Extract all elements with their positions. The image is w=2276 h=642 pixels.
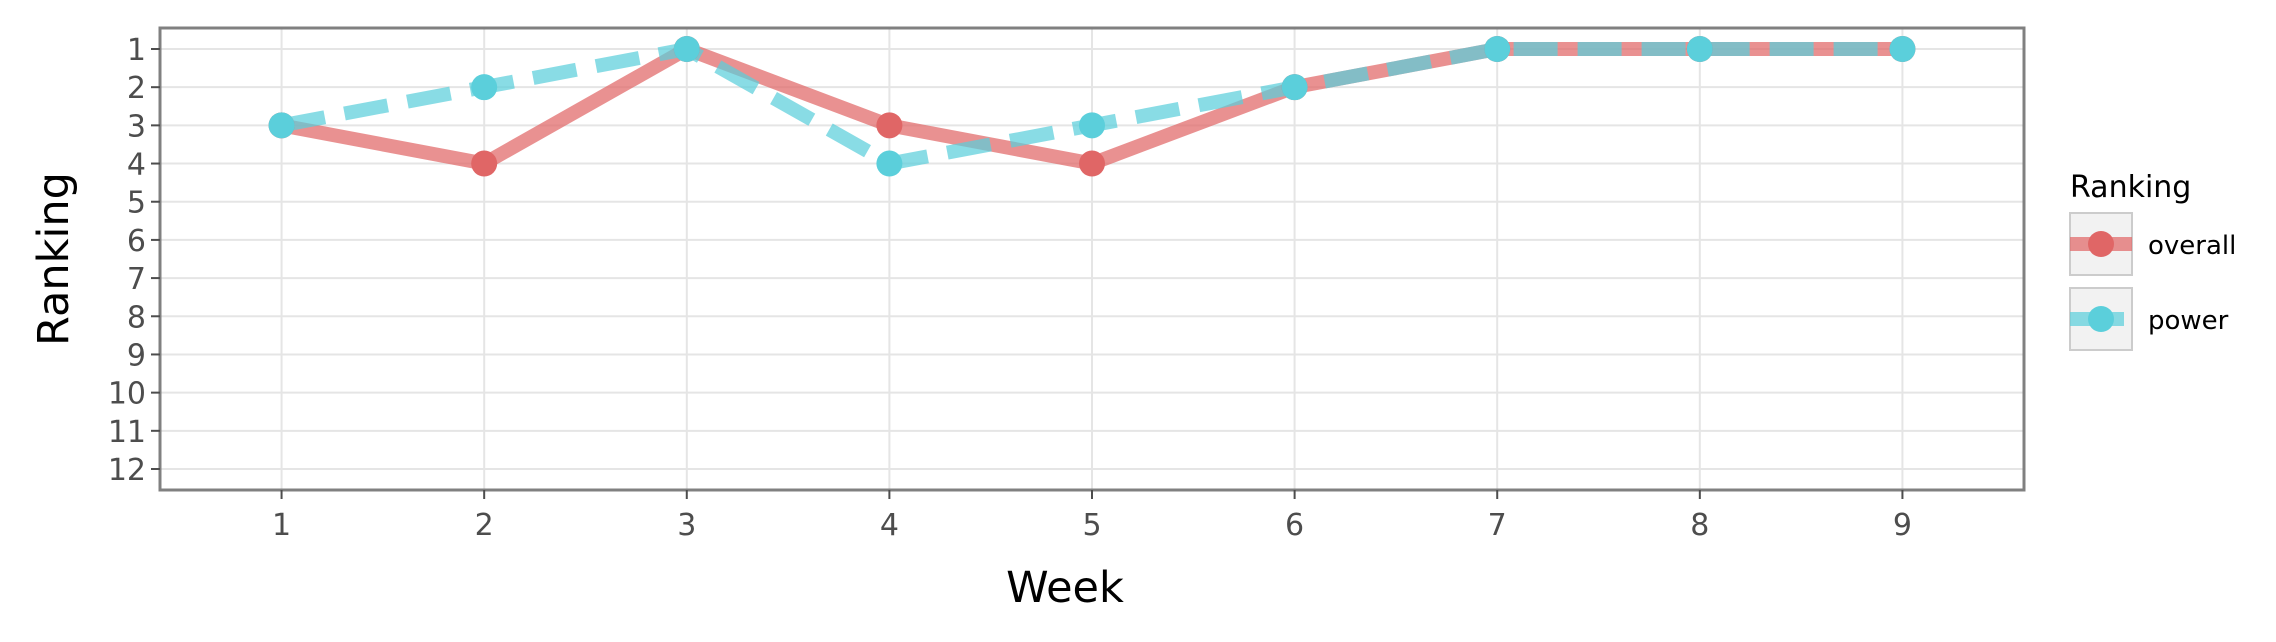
x-tick-label: 9 xyxy=(1893,508,1912,543)
data-point-power xyxy=(673,36,700,62)
legend-key-point-power xyxy=(2088,306,2114,332)
x-axis-title: Week xyxy=(1006,563,1124,613)
data-point-power xyxy=(876,150,903,177)
data-point-power xyxy=(1079,112,1105,139)
data-point-overall xyxy=(876,112,903,139)
series-points xyxy=(268,36,1916,177)
legend-title: Ranking xyxy=(2070,170,2191,205)
x-tick-label: 1 xyxy=(272,508,291,543)
x-tick-label: 4 xyxy=(880,508,899,543)
x-tick-label: 6 xyxy=(1285,508,1304,543)
x-tick-label: 8 xyxy=(1690,508,1709,543)
y-tick-label: 9 xyxy=(127,338,146,373)
data-point-power xyxy=(1686,36,1713,62)
y-tick-label: 7 xyxy=(127,262,146,297)
y-tick-label: 1 xyxy=(127,33,146,68)
legend-key-point-overall xyxy=(2088,231,2114,257)
y-tick-label: 3 xyxy=(127,109,146,144)
data-point-power xyxy=(471,74,498,101)
data-point-power xyxy=(1484,36,1511,62)
y-tick-label: 11 xyxy=(108,415,146,450)
y-axis-title: Ranking xyxy=(29,172,79,346)
legend-label-power: power xyxy=(2148,306,2229,336)
y-tick-label: 4 xyxy=(127,148,146,183)
x-tick-label: 3 xyxy=(677,508,696,543)
legend-label-overall: overall xyxy=(2148,231,2236,261)
x-tick-label: 7 xyxy=(1488,508,1507,543)
y-tick-label: 10 xyxy=(108,377,146,412)
legend: Ranking overall power xyxy=(2069,170,2236,351)
y-tick-label: 2 xyxy=(127,71,146,106)
y-tick-label: 12 xyxy=(108,453,146,488)
data-point-power xyxy=(268,112,295,139)
y-tick-label: 6 xyxy=(127,224,146,259)
data-point-overall xyxy=(1079,150,1105,177)
data-point-power xyxy=(1281,74,1308,101)
y-tick-label: 5 xyxy=(127,186,146,221)
y-tick-label: 8 xyxy=(127,300,146,335)
data-point-overall xyxy=(471,150,498,177)
data-point-power xyxy=(1889,36,1916,62)
x-axis-ticks: 1 2 3 4 5 6 7 8 9 xyxy=(272,490,1912,543)
x-tick-label: 2 xyxy=(475,508,494,543)
x-tick-label: 5 xyxy=(1082,508,1101,543)
